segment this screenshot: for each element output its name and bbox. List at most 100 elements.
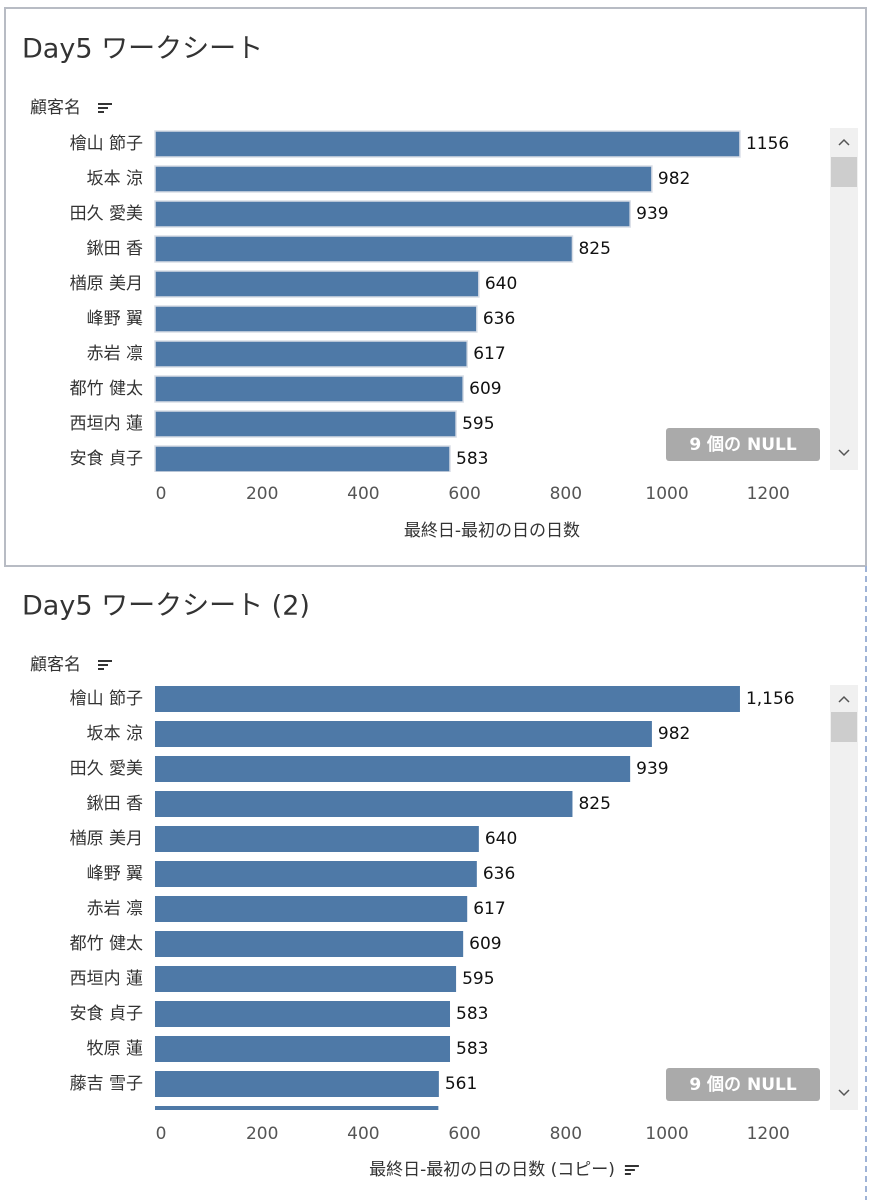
x-tick-label: 800 xyxy=(550,1124,582,1144)
bar[interactable] xyxy=(155,931,464,957)
category-label: 檜山 節子 xyxy=(70,688,143,709)
category-label: 赤岩 凛 xyxy=(87,344,143,364)
row-header: 顧客名 xyxy=(30,98,81,118)
category-label: 都竹 健太 xyxy=(70,379,143,399)
bar[interactable] xyxy=(154,305,478,333)
bar[interactable] xyxy=(155,791,573,817)
bar[interactable] xyxy=(154,410,457,438)
category-label: 都竹 健太 xyxy=(70,934,143,954)
value-label: 595 xyxy=(462,414,494,434)
scroll-down[interactable] xyxy=(838,1089,850,1097)
category-label: 安食 貞子 xyxy=(70,1004,143,1024)
value-label: 825 xyxy=(578,794,610,814)
sort-icon-bar xyxy=(98,103,112,105)
x-tick-label: 600 xyxy=(448,1124,480,1144)
bar[interactable] xyxy=(154,165,653,193)
bar[interactable] xyxy=(154,445,451,472)
bar[interactable] xyxy=(155,966,457,992)
sort-icon[interactable] xyxy=(98,660,112,670)
sort-icon-bar xyxy=(98,660,112,662)
value-label: 939 xyxy=(636,204,668,224)
scrollbar-thumb[interactable] xyxy=(831,157,857,187)
sort-icon-bar xyxy=(624,1173,631,1175)
bar[interactable] xyxy=(155,1106,439,1132)
category-label: 西垣内 蓮 xyxy=(70,414,143,434)
bar[interactable] xyxy=(154,375,464,403)
sort-icon-bar xyxy=(624,1165,639,1167)
value-label: 617 xyxy=(473,899,505,919)
sort-icon[interactable] xyxy=(98,103,112,113)
value-label: 1156 xyxy=(746,134,789,154)
bar[interactable] xyxy=(155,1036,451,1062)
value-label: 609 xyxy=(469,934,501,954)
value-label: 595 xyxy=(462,969,494,989)
rows: 檜山 節子 1156 坂本 涼 982 田久 愛美 939 鍬田 香 825 楢原 美月 640 峰… xyxy=(70,130,789,472)
scroll-down[interactable] xyxy=(838,449,850,457)
category-label: 峰野 翼 xyxy=(87,864,143,884)
value-label: 939 xyxy=(636,759,668,779)
category-label: 坂本 涼 xyxy=(87,169,143,189)
bar[interactable] xyxy=(154,130,741,158)
null-indicator[interactable] xyxy=(666,1068,820,1101)
bar[interactable] xyxy=(155,721,652,747)
bar[interactable] xyxy=(154,340,468,368)
bar[interactable] xyxy=(155,1071,439,1097)
value-label: 636 xyxy=(483,309,515,329)
sort-icon-bar xyxy=(98,664,108,666)
value-label: 636 xyxy=(483,864,515,884)
null-indicator[interactable] xyxy=(666,428,820,461)
x-tick-label: 1200 xyxy=(747,1124,790,1144)
category-label: 楢原 美月 xyxy=(70,274,143,294)
null-indicator-label[interactable]: 9 個の NULL xyxy=(689,434,797,455)
sort-icon-bar xyxy=(624,1169,635,1171)
category-label: 峰野 翼 xyxy=(87,309,143,329)
category-label: 檜山 節子 xyxy=(70,133,143,154)
x-tick-label: 200 xyxy=(246,484,278,504)
category-label: 藤吉 雪子 xyxy=(70,1074,143,1094)
sort-icon-bar xyxy=(98,107,108,109)
x-tick-label: 400 xyxy=(347,484,379,504)
category-label: 楢原 美月 xyxy=(70,829,143,849)
value-label: 1,156 xyxy=(746,689,795,709)
value-label: 825 xyxy=(578,239,610,259)
value-label: 640 xyxy=(485,274,517,294)
category-label: 鍬田 香 xyxy=(87,794,143,814)
bar[interactable] xyxy=(154,235,574,263)
null-indicator-label[interactable]: 9 個の NULL xyxy=(689,1074,797,1095)
bar[interactable] xyxy=(155,861,477,887)
row-header: 顧客名 xyxy=(30,655,81,675)
sheet-border xyxy=(4,7,867,567)
value-label: 561 xyxy=(445,1074,477,1094)
x-tick-label: 1000 xyxy=(645,1124,688,1144)
bar[interactable] xyxy=(155,826,479,852)
bar[interactable] xyxy=(155,756,631,782)
value-label: 583 xyxy=(456,449,488,469)
chart-title: Day5 ワークシート (2) xyxy=(22,591,310,622)
sort-icon-bar xyxy=(98,668,104,670)
x-tick-label: 0 xyxy=(156,484,167,504)
bar[interactable] xyxy=(154,200,631,228)
category-label: 西垣内 蓮 xyxy=(70,969,143,989)
x-tick-label: 600 xyxy=(448,484,480,504)
bar[interactable] xyxy=(154,270,480,298)
chart-title: Day5 ワークシート xyxy=(22,34,263,65)
sort-icon-bar xyxy=(98,111,104,113)
scroll-up[interactable] xyxy=(838,695,850,703)
category-label: 鍬田 香 xyxy=(87,239,143,259)
scrollbar-track[interactable] xyxy=(830,685,858,1110)
bar[interactable] xyxy=(155,896,468,922)
x-tick-label: 800 xyxy=(550,484,582,504)
x-axis-title: 最終日-最初の日の日数 (コピー) xyxy=(369,1160,615,1180)
scroll-up[interactable] xyxy=(838,138,850,146)
category-label: 安食 貞子 xyxy=(70,449,143,469)
x-tick-label: 1000 xyxy=(645,484,688,504)
value-label: 640 xyxy=(485,829,517,849)
x-tick-label: 200 xyxy=(246,1124,278,1144)
value-label: 617 xyxy=(473,344,505,364)
bar[interactable] xyxy=(155,1001,451,1027)
sort-icon[interactable] xyxy=(624,1165,639,1175)
x-axis-title: 最終日-最初の日の日数 xyxy=(404,521,580,541)
scrollbar-thumb[interactable] xyxy=(831,712,857,742)
bar[interactable] xyxy=(155,686,740,712)
